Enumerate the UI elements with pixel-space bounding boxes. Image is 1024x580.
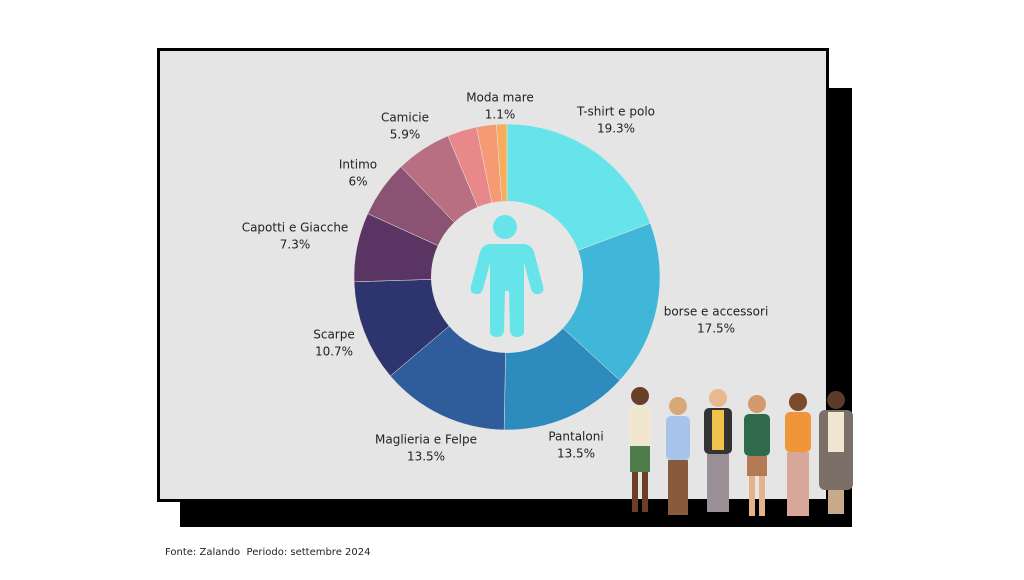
people-illustration <box>629 387 853 516</box>
slice-label: Moda mare <box>466 91 534 105</box>
value-label: 7.3% <box>280 238 311 252</box>
slice-label: Pantaloni <box>548 430 603 444</box>
slice-label: Intimo <box>339 158 377 172</box>
value-label: 13.5% <box>407 450 445 464</box>
slice-label: Camicie <box>381 111 429 125</box>
value-label: 19.3% <box>597 122 635 136</box>
value-label: 17.5% <box>697 322 735 336</box>
value-label: 10.7% <box>315 345 353 359</box>
slice-label: T-shirt e polo <box>576 105 655 119</box>
value-label: 5.9% <box>390 128 421 142</box>
slice-label: Scarpe <box>313 328 355 342</box>
value-label: 13.5% <box>557 447 595 461</box>
slice <box>506 223 661 381</box>
slice-label: Capotti e Giacche <box>242 221 349 235</box>
source-note: Fonte: Zalando Periodo: settembre 2024 <box>165 547 370 558</box>
slice-label: borse e accessori <box>664 305 769 319</box>
value-label: 6% <box>348 175 367 189</box>
value-label: 1.1% <box>485 108 516 122</box>
slice-label: Maglieria e Felpe <box>375 433 477 447</box>
person-icon <box>470 215 544 337</box>
